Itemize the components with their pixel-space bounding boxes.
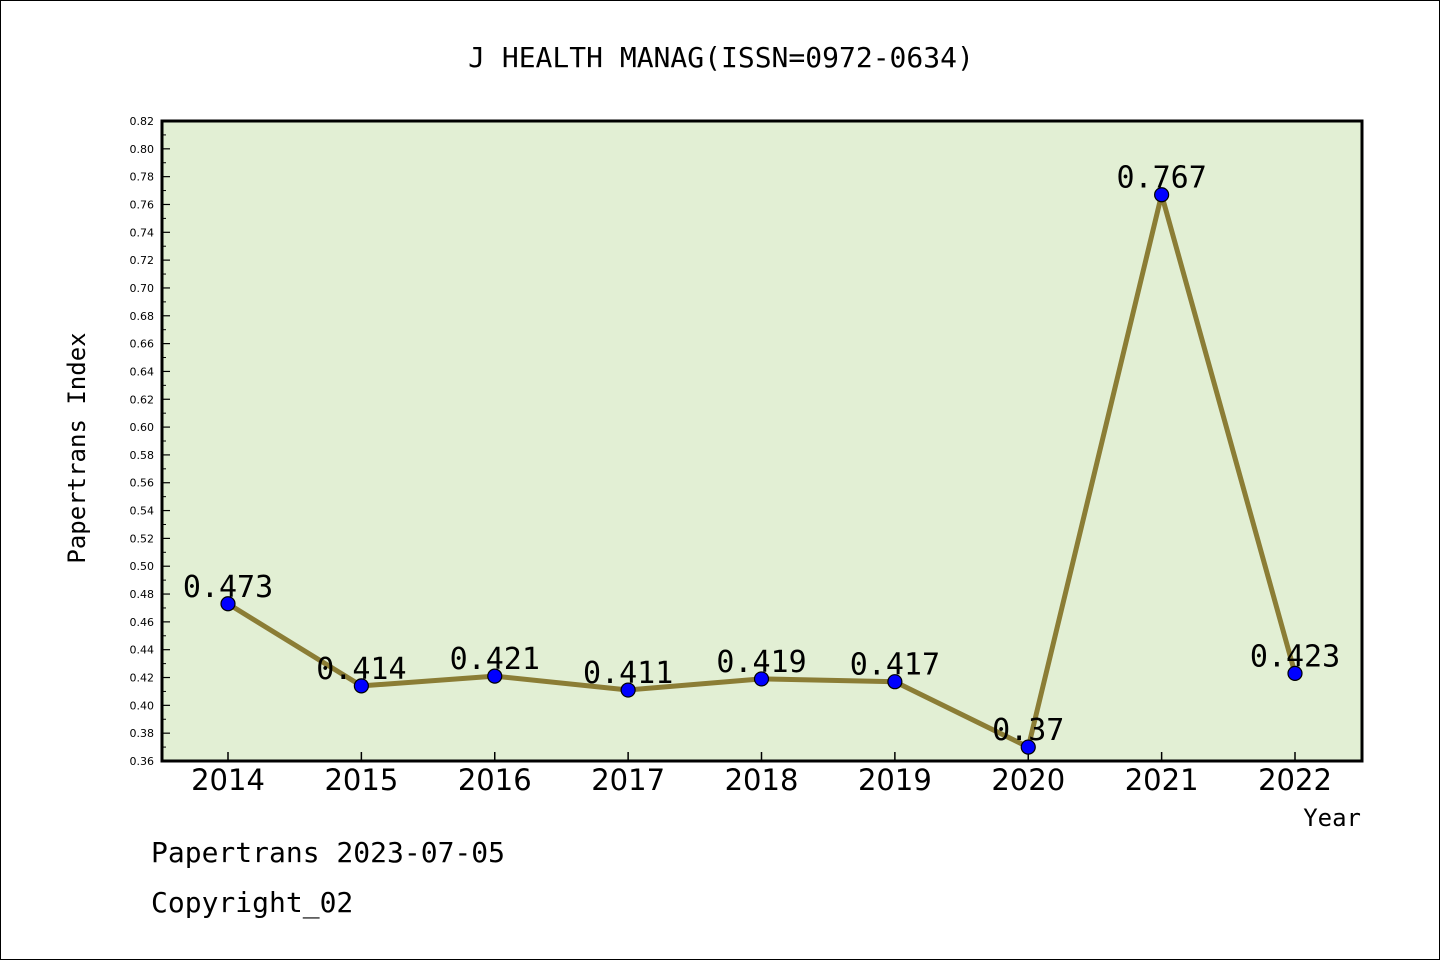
y-tick-label: 0.82 [130,115,155,128]
data-label: 0.419 [716,645,806,680]
y-tick-label: 0.56 [130,477,155,490]
x-tick-label: 2021 [1125,763,1199,797]
y-tick-label: 0.76 [130,198,155,211]
data-label: 0.767 [1116,161,1206,196]
data-markers [220,187,1303,755]
footer-copyright: Copyright_02 [151,886,354,919]
y-tick-label: 0.58 [130,449,155,462]
y-tick-label: 0.74 [130,226,155,239]
y-tick-label: 0.60 [130,421,155,434]
data-label: 0.37 [992,713,1064,748]
y-axis-ticks: 0.36 0.38 0.40 0.42 0.44 0.46 0.48 0.50 0.52 0.54… [130,115,170,768]
y-tick-label: 0.44 [130,644,155,657]
data-point [1154,187,1170,203]
data-label: 0.423 [1250,639,1340,674]
x-axis-ticks: 2014 2015 2016 2017 2018 2019 2020 2021 2022 [191,752,1332,797]
y-tick-label: 0.46 [130,616,155,629]
data-labels: 0.473 0.414 0.421 0.411 0.419 0.417 0.37 0.767 0… [183,161,1340,748]
footer-date: Papertrans 2023-07-05 [151,836,506,869]
data-label: 0.417 [850,648,940,683]
x-tick-label: 2015 [324,763,398,797]
y-tick-label: 0.80 [130,143,155,156]
y-tick-label: 0.68 [130,310,155,323]
y-tick-label: 0.72 [130,254,155,267]
data-label: 0.421 [450,642,540,677]
x-tick-label: 2020 [991,763,1065,797]
y-tick-label: 0.36 [130,755,155,768]
data-point [487,668,503,684]
y-tick-label: 0.70 [130,282,155,295]
y-tick-label: 0.48 [130,588,155,601]
y-tick-label: 0.54 [130,505,155,518]
x-tick-label: 2018 [725,763,799,797]
x-tick-label: 2016 [458,763,532,797]
y-tick-label: 0.66 [130,338,155,351]
data-label: 0.473 [183,570,273,605]
data-point [887,674,903,690]
y-tick-label: 0.78 [130,171,155,184]
data-label: 0.411 [583,656,673,691]
x-tick-label: 2014 [191,763,265,797]
y-tick-label: 0.38 [130,727,155,740]
y-tick-label: 0.52 [130,532,155,545]
chart-title: J HEALTH MANAG(ISSN=0972-0634) [468,41,974,74]
x-tick-label: 2022 [1258,763,1332,797]
data-point [220,596,236,612]
y-axis-label: Papertrans Index [63,332,91,563]
x-tick-label: 2017 [591,763,665,797]
y-tick-label: 0.42 [130,672,155,685]
y-tick-label: 0.50 [130,560,155,573]
data-point [1020,739,1036,755]
data-point [353,678,369,694]
data-point [753,671,770,687]
data-label: 0.414 [316,652,406,687]
x-tick-label: 2019 [858,763,932,797]
data-point [1287,665,1303,681]
y-tick-label: 0.62 [130,393,155,406]
data-point [620,682,636,698]
x-axis-label: Year [1303,804,1361,832]
y-tick-label: 0.64 [130,365,155,378]
plot-area [160,119,1364,763]
y-tick-label: 0.40 [130,699,155,712]
